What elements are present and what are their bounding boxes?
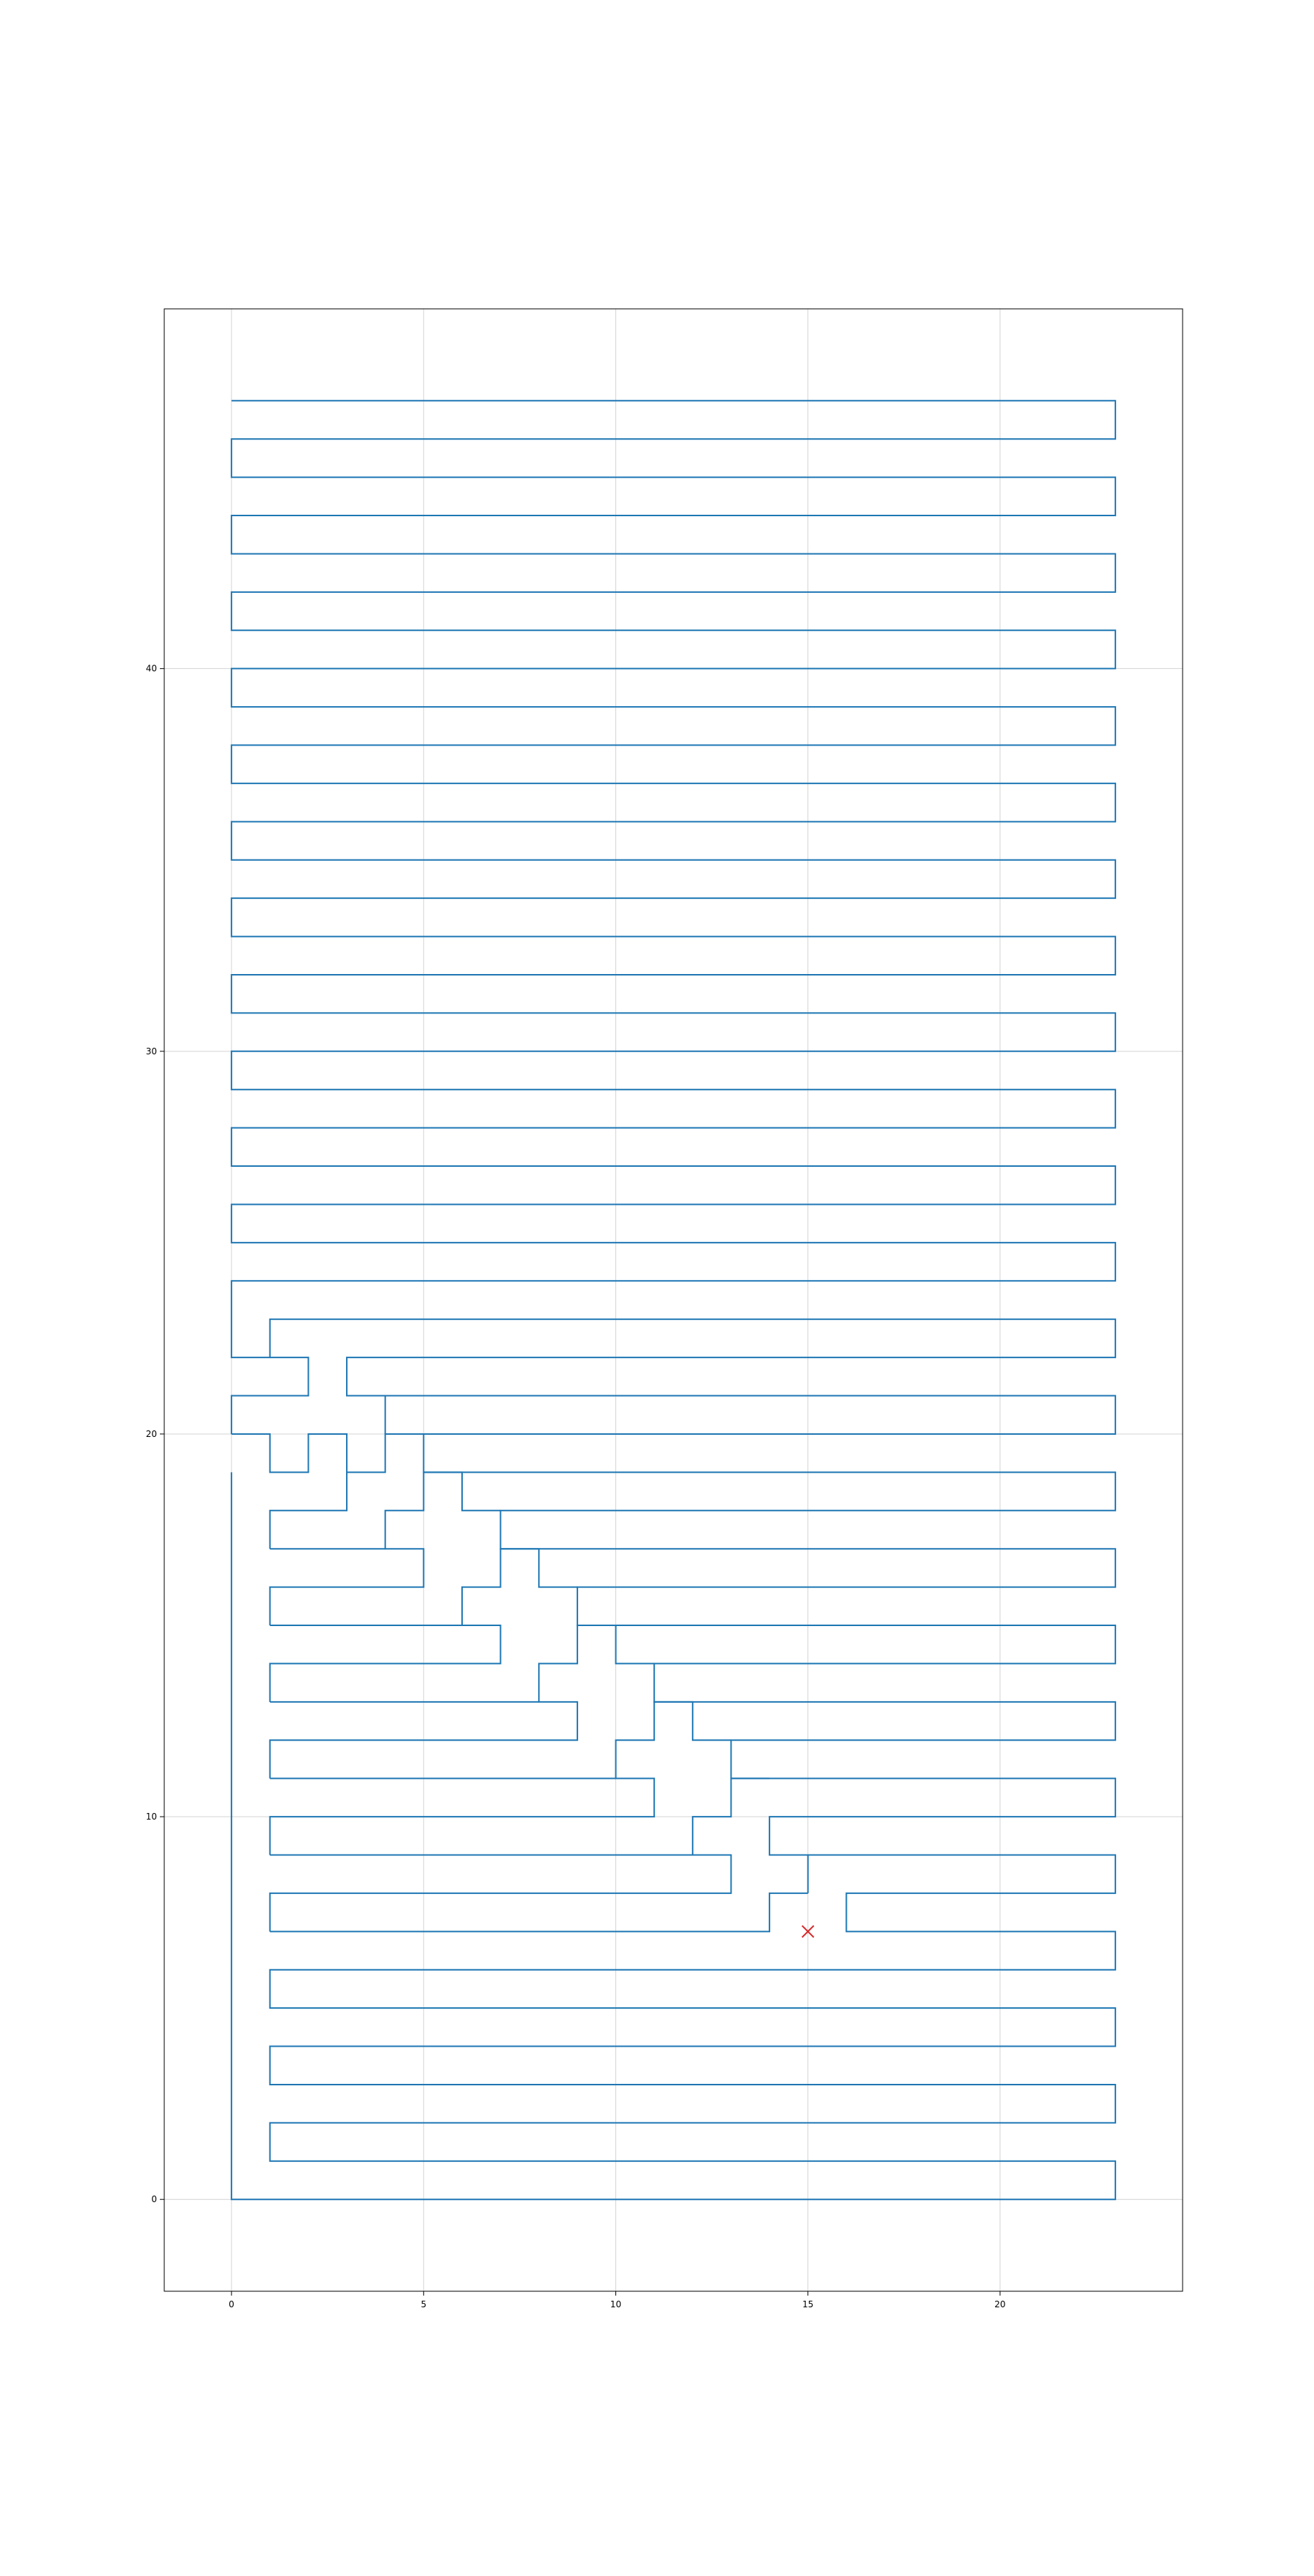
path-segment-9 (269, 1625, 655, 1779)
x-tick-label-1: 5 (421, 2299, 427, 2309)
x-tick-label-0: 0 (228, 2299, 234, 2309)
x-tick-label-2: 10 (610, 2299, 621, 2309)
path-segment-11 (269, 1548, 577, 1702)
path-segment-7 (269, 1701, 731, 1855)
y-tick-label-0: 0 (151, 2194, 157, 2204)
marker-layer (802, 1925, 815, 1939)
y-tick-label-1: 10 (146, 1812, 157, 1822)
plot-frame (164, 308, 1183, 2292)
path-segment-15 (269, 1472, 348, 1549)
y-tick-label-2: 20 (146, 1429, 157, 1439)
path-segment-4 (269, 1892, 808, 1933)
path-segment-2 (231, 1357, 310, 1434)
target-x-marker (802, 1925, 815, 1939)
y-tick-label-4: 40 (146, 664, 157, 674)
grid-lines (164, 309, 1183, 2291)
path-segment-1 (769, 1854, 809, 1893)
x-tick-label-3: 15 (802, 2299, 813, 2309)
path-segment-0 (231, 399, 1116, 2201)
path-segment-3 (231, 1433, 424, 1473)
path-series (231, 399, 1116, 2201)
x-tick-label-4: 20 (994, 2299, 1005, 2309)
y-tick-label-3: 30 (146, 1046, 157, 1057)
axis-ticks: 0 5 10 15 20 0 10 20 30 40 (146, 664, 1006, 2309)
path-segment-13 (269, 1471, 501, 1626)
marker-stroke-b (802, 1925, 815, 1939)
